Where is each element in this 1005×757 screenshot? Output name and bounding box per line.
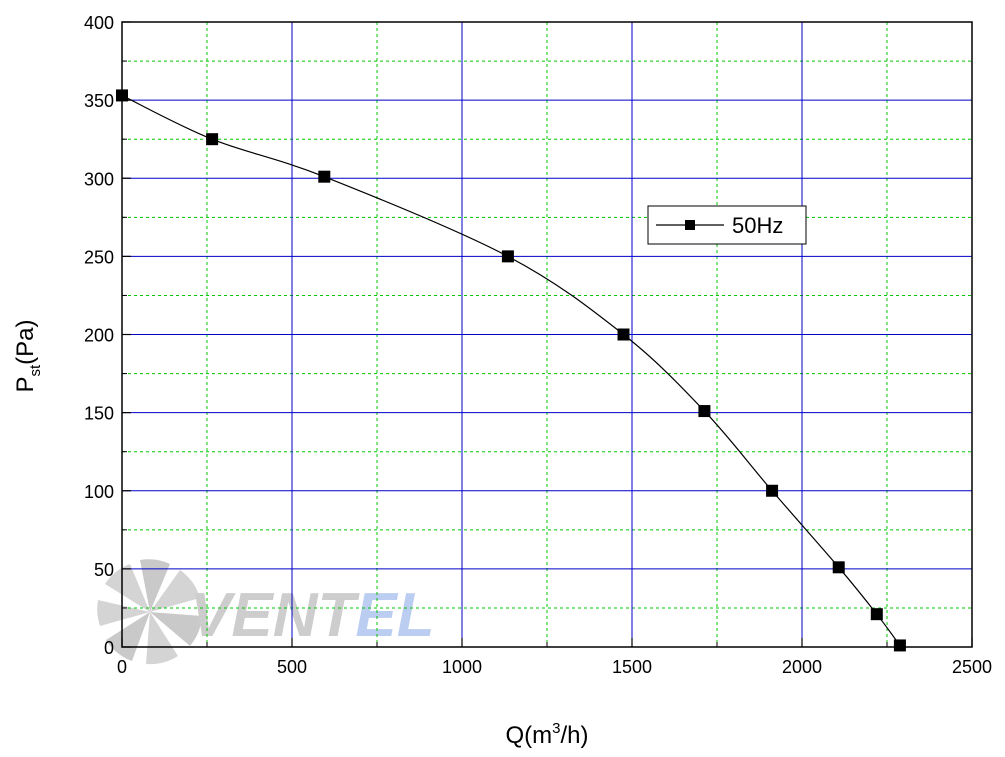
watermark-part1: VENT <box>190 581 360 650</box>
major-grid <box>122 22 972 647</box>
y-tick-label: 150 <box>84 404 114 424</box>
data-point-marker <box>870 608 883 621</box>
legend: 50Hz <box>647 205 807 245</box>
data-point-marker <box>116 89 128 102</box>
x-tick-label: 500 <box>277 657 307 677</box>
fan-logo-icon <box>97 559 202 665</box>
watermark-part2: EL <box>355 581 434 650</box>
x-tick-label: 2000 <box>782 657 822 677</box>
y-title-base: P <box>12 377 39 393</box>
y-tick-label: 100 <box>84 482 114 502</box>
x-tick-label: 1000 <box>442 657 482 677</box>
axis-ticks <box>121 21 973 648</box>
data-point-marker <box>617 328 630 341</box>
tick-labels: 0 500 1000 1500 2000 2500 0 50 100 150 200 250 300 35… <box>84 13 992 677</box>
data-point-marker <box>893 639 906 652</box>
y-tick-label: 300 <box>84 169 114 189</box>
x-title-sup: 3 <box>552 720 560 737</box>
x-axis-title: Q(m3/h) <box>505 720 588 749</box>
watermark: VENTEL <box>97 559 435 665</box>
series-markers <box>116 89 906 652</box>
x-title-tail: /h) <box>560 722 588 749</box>
legend-marker <box>685 220 695 230</box>
x-title-base: Q(m <box>505 722 552 749</box>
data-point-marker <box>766 484 779 497</box>
data-point-marker <box>832 561 845 574</box>
legend-label: 50Hz <box>732 213 783 238</box>
data-point-marker <box>698 405 711 418</box>
y-axis-title: Pst(Pa) <box>12 319 44 392</box>
x-tick-label: 1500 <box>612 657 652 677</box>
y-title-tail: (Pa) <box>12 319 39 364</box>
y-tick-label: 350 <box>84 91 114 111</box>
y-tick-label: 0 <box>104 638 114 658</box>
x-tick-label: 2500 <box>952 657 992 677</box>
y-tick-label: 50 <box>94 560 114 580</box>
watermark-text: VENTEL <box>190 581 435 650</box>
data-point-marker <box>318 170 331 183</box>
x-tick-label: 0 <box>117 657 127 677</box>
y-tick-label: 400 <box>84 13 114 33</box>
y-title-sub: st <box>27 364 44 377</box>
y-tick-label: 200 <box>84 326 114 346</box>
y-tick-label: 250 <box>84 247 114 267</box>
data-point-marker <box>501 250 514 263</box>
data-point-marker <box>206 133 219 146</box>
